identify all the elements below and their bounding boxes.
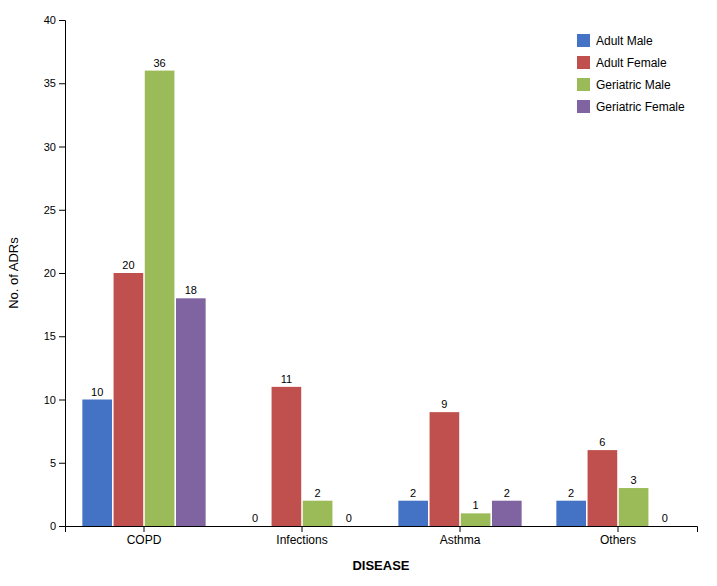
legend-label: Geriatric Female (596, 100, 685, 114)
y-tick: 10 (44, 394, 65, 406)
x-tick-mark (302, 526, 303, 532)
data-label: 36 (153, 57, 165, 69)
y-tick-mark (59, 463, 65, 464)
x-tick-mark (144, 526, 145, 532)
y-tick: 15 (44, 330, 65, 342)
y-tick-mark (59, 83, 65, 84)
data-label: 0 (252, 512, 258, 524)
x-tick-label: Infections (276, 533, 327, 547)
legend-label: Adult Male (596, 34, 653, 48)
y-tick-mark (59, 400, 65, 401)
plot: 0510152025303540COPDInfectionsAsthmaOthe… (44, 14, 698, 547)
data-label: 2 (568, 487, 574, 499)
bars (82, 71, 648, 526)
y-tick: 20 (44, 267, 65, 279)
bar (82, 400, 112, 527)
x-tick-label: COPD (127, 533, 162, 547)
y-tick: 30 (44, 141, 65, 153)
data-label: 2 (504, 487, 510, 499)
y-tick-label: 30 (44, 141, 56, 153)
y-tick-mark (59, 336, 65, 337)
x-tick-mark (618, 526, 619, 532)
x-tick-mark (460, 526, 461, 532)
bar (588, 450, 618, 526)
x-tick-label: Asthma (440, 533, 481, 547)
y-tick-label: 20 (44, 267, 56, 279)
legend-item: Adult Female (577, 56, 667, 70)
x-tick: COPD (127, 526, 162, 547)
legend-swatch (577, 56, 590, 69)
y-tick: 35 (44, 77, 65, 89)
x-tick: Infections (276, 526, 327, 547)
x-axis-title: DISEASE (352, 558, 409, 573)
data-label: 9 (441, 398, 447, 410)
legend-swatch (577, 78, 590, 91)
bar (176, 298, 206, 526)
y-tick: 5 (50, 457, 65, 469)
y-tick: 25 (44, 204, 65, 216)
y-tick-label: 10 (44, 394, 56, 406)
y-tick: 0 (50, 520, 65, 532)
y-axis: 0 5 10 15 20 25 30 35 40 (44, 14, 66, 532)
x-axis-line (66, 527, 698, 533)
data-label: 20 (122, 259, 134, 271)
legend-swatch (577, 100, 590, 113)
data-label: 0 (662, 512, 668, 524)
data-label: 6 (599, 436, 605, 448)
bar (240, 526, 270, 527)
chart: 0510152025303540COPDInfectionsAsthmaOthe… (0, 0, 717, 586)
x-tick-label: Others (600, 533, 636, 547)
legend-item: Adult Male (577, 34, 653, 48)
y-axis-line (59, 21, 66, 527)
y-axis-title: No. of ADRs (6, 237, 21, 309)
bar (430, 412, 460, 526)
y-tick-label: 25 (44, 204, 56, 216)
legend-swatch (577, 34, 590, 47)
bar (619, 488, 649, 526)
data-label: 2 (315, 487, 321, 499)
x-axis: COPD Infections Asthma Others (66, 526, 698, 547)
data-label: 0 (346, 512, 352, 524)
x-tick: Asthma (440, 526, 481, 547)
bar (556, 501, 586, 526)
legend-label: Adult Female (596, 56, 667, 70)
bar (650, 526, 680, 527)
legend: Adult Male Adult Female Geriatric Male Geri… (577, 34, 685, 114)
bar (114, 273, 144, 526)
y-tick-mark (59, 210, 65, 211)
data-labels: 100222011963621318020 (91, 57, 668, 524)
bar (492, 501, 522, 526)
y-tick-mark (59, 20, 65, 21)
y-tick-label: 0 (50, 520, 56, 532)
y-tick-label: 5 (50, 457, 56, 469)
x-tick: Others (600, 526, 636, 547)
bar (334, 526, 364, 527)
y-tick-label: 40 (44, 14, 56, 26)
y-tick-mark (59, 147, 65, 148)
data-label: 18 (185, 284, 197, 296)
y-tick: 40 (44, 14, 65, 26)
y-tick-mark (59, 273, 65, 274)
y-tick-label: 15 (44, 330, 56, 342)
data-label: 1 (473, 499, 479, 511)
data-label: 2 (410, 487, 416, 499)
data-label: 10 (91, 386, 103, 398)
y-tick-mark (59, 526, 65, 527)
bar (398, 501, 428, 526)
bar (461, 513, 491, 526)
legend-label: Geriatric Male (596, 78, 671, 92)
y-tick-label: 35 (44, 77, 56, 89)
data-label: 3 (631, 474, 637, 486)
data-label: 11 (281, 373, 292, 385)
bar (272, 387, 302, 526)
legend-item: Geriatric Male (577, 78, 671, 92)
bar (303, 501, 333, 526)
legend-item: Geriatric Female (577, 100, 685, 114)
bar (145, 71, 175, 526)
